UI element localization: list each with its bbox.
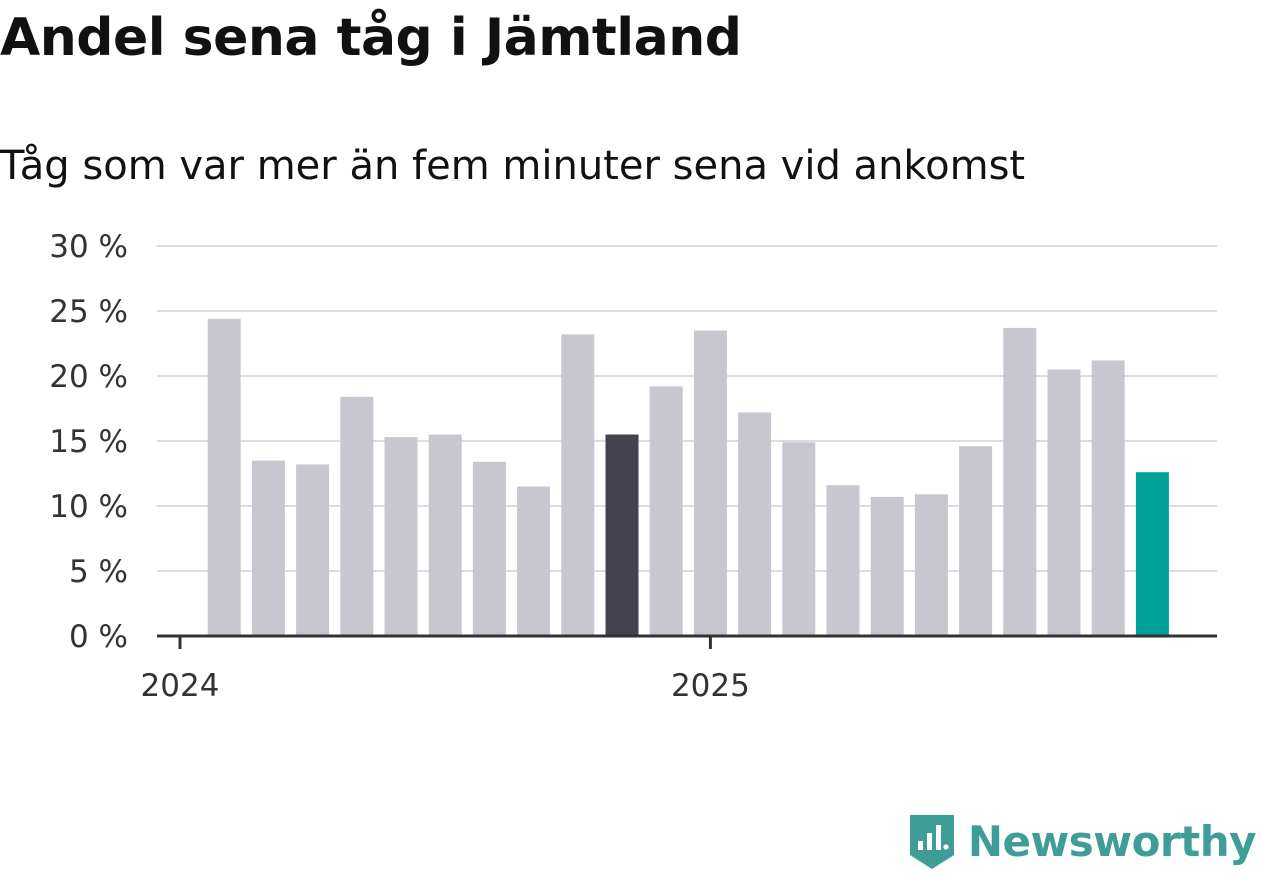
bar-2025-08 xyxy=(1003,327,1037,636)
chart-subtitle: Tåg som var mer än fem minuter sena vid … xyxy=(0,143,1026,189)
bar-2024-03 xyxy=(251,460,285,636)
y-tick-label: 0 % xyxy=(69,619,128,655)
gridlines xyxy=(157,245,1217,572)
x-axis: 2024 2025 xyxy=(141,634,1217,704)
bar-2024-05 xyxy=(340,396,374,636)
y-tick-label: 10 % xyxy=(49,489,128,525)
bar-2024-02 xyxy=(207,318,241,636)
y-tick-label: 20 % xyxy=(49,359,128,395)
bar-2024-04 xyxy=(296,464,330,636)
bar-2025-05 xyxy=(870,496,904,636)
bar-2025-06 xyxy=(914,494,948,636)
y-tick-label: 30 % xyxy=(49,229,128,265)
bar-2025-09 xyxy=(1047,369,1081,636)
newsworthy-logo-text: Newsworthy xyxy=(967,816,1257,866)
bar-2024-09 xyxy=(517,486,551,636)
chart-title: Andel sena tåg i Jämtland xyxy=(0,8,742,68)
bar-2024-08 xyxy=(472,461,506,636)
bar-2024-12 xyxy=(649,386,683,636)
bar-2024-06 xyxy=(384,437,418,636)
bar-2025-11 xyxy=(1135,472,1169,636)
bar-2025-07 xyxy=(959,446,993,636)
newsworthy-logo-icon xyxy=(909,815,954,869)
y-tick-label: 25 % xyxy=(49,294,128,330)
bar-chart: 0 % 5 % 10 % 15 % 20 % 25 % 30 % 2024 2025 xyxy=(49,229,1217,704)
x-tick-label: 2025 xyxy=(671,668,750,704)
y-tick-label: 5 % xyxy=(69,554,128,590)
bar-2025-03 xyxy=(782,442,816,636)
bar-2025-10 xyxy=(1091,360,1125,636)
bars xyxy=(207,318,1169,636)
y-tick-label: 15 % xyxy=(49,424,128,460)
bar-2024-10 xyxy=(561,334,595,636)
y-axis-labels: 0 % 5 % 10 % 15 % 20 % 25 % 30 % xyxy=(49,229,128,655)
bar-2024-07 xyxy=(428,434,462,636)
bar-2024-11 xyxy=(605,434,639,636)
newsworthy-logo: Newsworthy xyxy=(906,811,1257,871)
bar-2025-04 xyxy=(826,485,860,636)
bar-2025-01 xyxy=(693,330,727,636)
x-tick-label: 2024 xyxy=(141,668,220,704)
bar-2025-02 xyxy=(738,412,772,636)
